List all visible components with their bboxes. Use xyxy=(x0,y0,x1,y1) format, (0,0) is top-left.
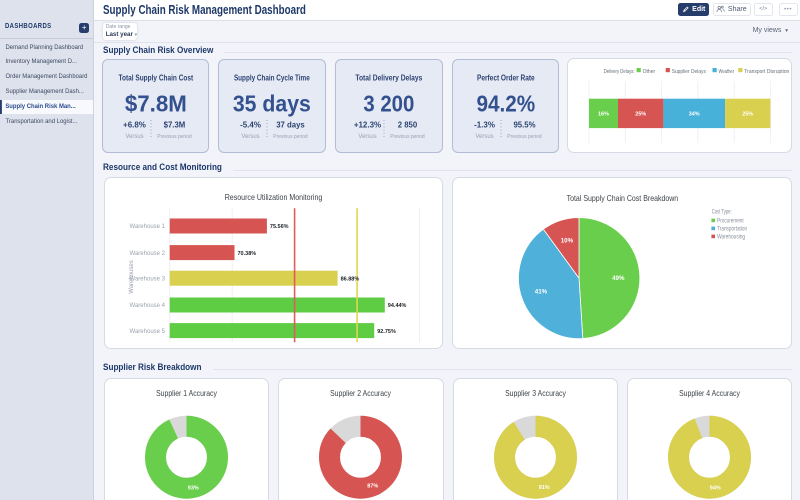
svg-text:Resource Utilization Monitorin: Resource Utilization Monitoring xyxy=(225,192,323,202)
svg-text:92.75%: 92.75% xyxy=(377,329,396,335)
svg-text:75.56%: 75.56% xyxy=(270,224,289,230)
svg-text:Supplier 4 Accuracy: Supplier 4 Accuracy xyxy=(679,389,740,398)
svg-text:16%: 16% xyxy=(598,111,609,117)
svg-text:Previous period: Previous period xyxy=(390,134,424,140)
svg-text:Warehouse 1: Warehouse 1 xyxy=(130,224,166,230)
svg-text:94.2%: 94.2% xyxy=(476,91,535,117)
svg-text:2 850: 2 850 xyxy=(398,121,418,130)
svg-text:Total Supply Chain Cost Breakd: Total Supply Chain Cost Breakdown xyxy=(567,193,679,203)
svg-text:41%: 41% xyxy=(535,288,548,295)
svg-text:35 days: 35 days xyxy=(233,91,311,117)
svg-text:Previous period: Previous period xyxy=(157,134,191,140)
svg-text:Versus: Versus xyxy=(358,134,376,140)
svg-text:93%: 93% xyxy=(188,485,199,491)
svg-text:91%: 91% xyxy=(538,485,549,491)
svg-text:Supplier Delays: Supplier Delays xyxy=(672,69,706,75)
svg-text:Supply Chain Cycle Time: Supply Chain Cycle Time xyxy=(234,73,310,83)
svg-text:Weather: Weather xyxy=(719,69,735,75)
svg-text:-5.4%: -5.4% xyxy=(240,121,261,130)
svg-text:+12.3%: +12.3% xyxy=(354,121,381,130)
svg-text:Transportation: Transportation xyxy=(717,226,747,232)
svg-text:49%: 49% xyxy=(612,275,625,282)
svg-text:25%: 25% xyxy=(635,111,646,117)
svg-text:Total Delivery Delays: Total Delivery Delays xyxy=(355,73,422,83)
svg-text:86.88%: 86.88% xyxy=(341,276,360,282)
svg-text:3 200: 3 200 xyxy=(363,91,414,117)
svg-text:94.44%: 94.44% xyxy=(388,303,407,309)
svg-text:Other: Other xyxy=(643,69,656,75)
svg-text:Previous period: Previous period xyxy=(274,134,308,140)
svg-text:Previous period: Previous period xyxy=(507,134,541,140)
svg-text:10%: 10% xyxy=(561,237,574,244)
svg-text:25%: 25% xyxy=(742,111,753,117)
svg-text:Supplier 2 Accuracy: Supplier 2 Accuracy xyxy=(330,389,391,398)
svg-text:Warehouses: Warehouses xyxy=(129,260,135,293)
svg-text:34%: 34% xyxy=(689,111,700,117)
svg-text:Procurement: Procurement xyxy=(717,218,744,224)
svg-text:Warehouse 4: Warehouse 4 xyxy=(130,303,166,309)
svg-text:Versus: Versus xyxy=(125,134,143,140)
svg-text:Warehouse 2: Warehouse 2 xyxy=(130,251,166,257)
svg-text:94%: 94% xyxy=(710,485,721,491)
svg-text:Warehousing: Warehousing xyxy=(717,234,745,240)
svg-text:+6.8%: +6.8% xyxy=(123,121,146,130)
svg-text:Total Supply Chain Cost: Total Supply Chain Cost xyxy=(118,73,193,83)
svg-text:Cost Type:: Cost Type: xyxy=(712,209,732,215)
svg-text:Transport Disruption: Transport Disruption xyxy=(745,69,790,75)
svg-text:$7.8M: $7.8M xyxy=(125,91,187,117)
svg-text:-1.3%: -1.3% xyxy=(474,121,495,130)
svg-text:Delivery Delays:: Delivery Delays: xyxy=(604,69,635,75)
svg-text:Versus: Versus xyxy=(475,134,493,140)
svg-text:87%: 87% xyxy=(368,483,379,489)
svg-text:Perfect Order Rate: Perfect Order Rate xyxy=(477,73,535,83)
svg-text:Versus: Versus xyxy=(242,134,260,140)
svg-text:Warehouse 5: Warehouse 5 xyxy=(130,329,166,335)
svg-text:Supplier 1 Accuracy: Supplier 1 Accuracy xyxy=(156,389,217,398)
svg-text:$7.3M: $7.3M xyxy=(163,121,185,130)
svg-text:70.38%: 70.38% xyxy=(238,251,257,257)
svg-text:95.5%: 95.5% xyxy=(513,121,535,130)
svg-text:37 days: 37 days xyxy=(277,121,306,130)
svg-text:Supplier 3 Accuracy: Supplier 3 Accuracy xyxy=(505,389,566,398)
svg-text:Warehouse 3: Warehouse 3 xyxy=(130,276,166,282)
